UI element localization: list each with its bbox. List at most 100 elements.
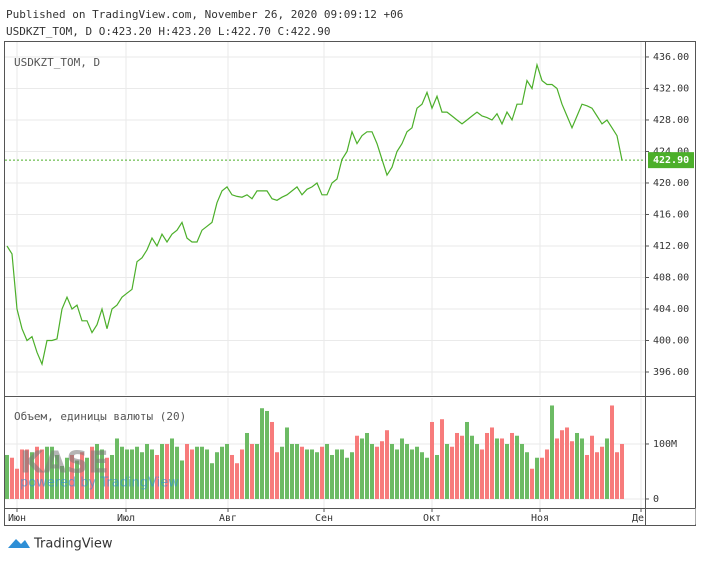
volume-bar [190,449,194,499]
volume-bar [560,430,564,499]
volume-bar [395,449,399,499]
volume-bar [55,454,59,499]
volume-bar [445,443,449,499]
volume-bar [185,443,189,499]
volume-bar [465,421,469,499]
volume-bar [305,449,309,499]
volume-bar [415,446,419,499]
volume-bar [255,443,259,499]
volume-bar [240,449,244,499]
ohlc: USDKZT_TOM, D O:423.20 H:423.20 L:422.70… [6,25,331,38]
volume-bar [390,443,394,499]
volume-bar [365,432,369,499]
volume-bar [70,454,74,499]
volume-bar [5,454,9,499]
volume-bar [450,446,454,499]
volume-bar [35,446,39,499]
volume-bar [195,446,199,499]
volume-bar [535,457,539,499]
volume-bar [275,452,279,499]
volume-bar [570,441,574,499]
pane-title: USDKZT_TOM, D [14,56,100,69]
volume-bar [530,468,534,499]
volume-bar [320,446,324,499]
volume-bar [410,449,414,499]
volume-bar [200,446,204,499]
volume-bar [340,449,344,499]
volume-bar [315,452,319,499]
volume-bar [580,438,584,499]
volume-bar [30,452,34,499]
volume-bar [80,452,84,499]
y-tick-label: 416.00 [653,209,689,220]
volume-bar [160,443,164,499]
x-tick-label: Окт [423,513,441,524]
volume-bar [385,430,389,499]
volume-bar [215,452,219,499]
volume-bar [590,435,594,499]
volume-bar [370,443,374,499]
volume-bar [470,435,474,499]
y-tick-label: 420.00 [653,178,689,189]
volume-bar [600,446,604,499]
volume-bar [475,443,479,499]
volume-bar [425,457,429,499]
volume-bar [250,443,254,499]
volume-bar [265,410,269,499]
volume-bar [270,421,274,499]
volume-bar [575,432,579,499]
volume-bar [335,449,339,499]
volume-bar [615,452,619,499]
volume-bar [380,441,384,499]
volume-bar [220,446,224,499]
footer-logo [8,539,30,548]
volume-bar [455,432,459,499]
volume-bar [595,452,599,499]
last-price-box [648,152,694,169]
volume-bar [245,432,249,499]
volume-bar [50,446,54,499]
volume-bar [550,405,554,499]
y-tick-label: 0 [653,494,659,505]
volume-bar [525,452,529,499]
volume-bar [460,435,464,499]
volume-bar [180,460,184,499]
volume-bar [85,457,89,499]
volume-bar [60,465,64,499]
volume-bar [300,446,304,499]
volume-bar [510,432,514,499]
y-tick-label: 432.00 [653,83,689,94]
volume-bar [620,443,624,499]
volume-bar [420,452,424,499]
price-line [6,62,623,367]
y-tick-label: 436.00 [653,52,689,63]
volume-bar [505,443,509,499]
volume-bar [430,421,434,499]
x-tick-label: Сен [315,513,333,524]
x-tick-label: Июл [117,513,135,524]
volume-bar [125,449,129,499]
volume-bar [545,449,549,499]
y-tick-label: 428.00 [653,115,689,126]
volume-bar [145,443,149,499]
volume-bar [100,449,104,499]
volume-bar [280,446,284,499]
volume-bar [130,449,134,499]
volume-bar [565,427,569,499]
x-tick-label: Июн [8,513,26,524]
frame [4,41,696,526]
volume-bar [210,463,214,499]
x-tick-label: Дек [632,513,650,524]
watermark-tagline: powered by TradingView [20,476,179,491]
y-tick-label: 396.00 [653,367,689,378]
volume-bar [330,454,334,499]
volume-bar [20,449,24,499]
volume-bar [555,438,559,499]
volume-bar [325,443,329,499]
volume-bar [400,438,404,499]
volume-bar [375,446,379,499]
volume-bar [260,408,264,499]
volume-bar [25,449,29,499]
volume-bar [610,405,614,499]
